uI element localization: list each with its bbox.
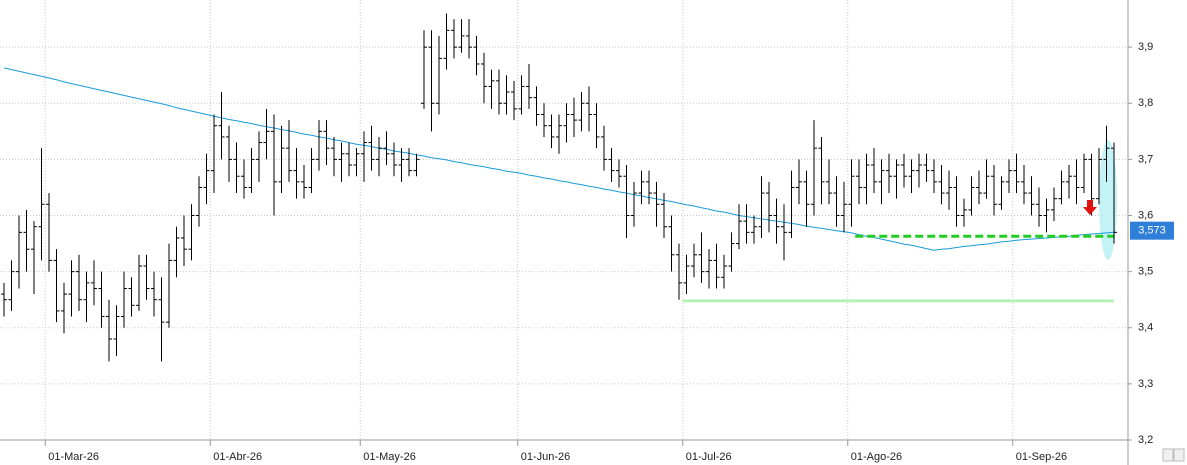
- last-price-label: 3,573: [1138, 225, 1166, 237]
- x-tick-label: 01-Mar-26: [48, 451, 99, 463]
- x-tick-label: 01-Ago-26: [851, 451, 902, 463]
- x-tick-label: 01-Abr-26: [213, 451, 262, 463]
- y-tick-label: 3,3: [1138, 378, 1153, 390]
- y-tick-label: 3,2: [1138, 434, 1153, 446]
- scale-button[interactable]: [1173, 448, 1185, 462]
- axes-layer: 3,2 3,3 3,4 3,5 3,6 3,7 3,8 3,9 01-Mar-26 01-Abr-…: [44, 41, 1174, 463]
- x-tick-label: 01-May-26: [363, 451, 416, 463]
- moving-average: [3, 67, 1115, 251]
- y-tick-label: 3,7: [1138, 153, 1153, 165]
- highlight-ellipse: [1099, 140, 1117, 260]
- x-tick-label: 01-Sep-26: [1016, 451, 1067, 463]
- x-tick-label: 01-Jul-26: [686, 451, 732, 463]
- x-tick-label: 01-Jun-26: [521, 451, 571, 463]
- y-tick-label: 3,6: [1138, 209, 1153, 221]
- last-price-box: [1130, 221, 1174, 240]
- grid-layer: [0, 0, 1128, 441]
- y-tick-label: 3,4: [1138, 322, 1153, 334]
- scale-button[interactable]: [1162, 448, 1174, 462]
- marks-layer: [1, 13, 1117, 362]
- y-tick-label: 3,8: [1138, 97, 1153, 109]
- y-tick-label: 3,9: [1138, 41, 1153, 53]
- down-arrow: [1083, 200, 1097, 215]
- y-tick-label: 3,5: [1138, 266, 1153, 278]
